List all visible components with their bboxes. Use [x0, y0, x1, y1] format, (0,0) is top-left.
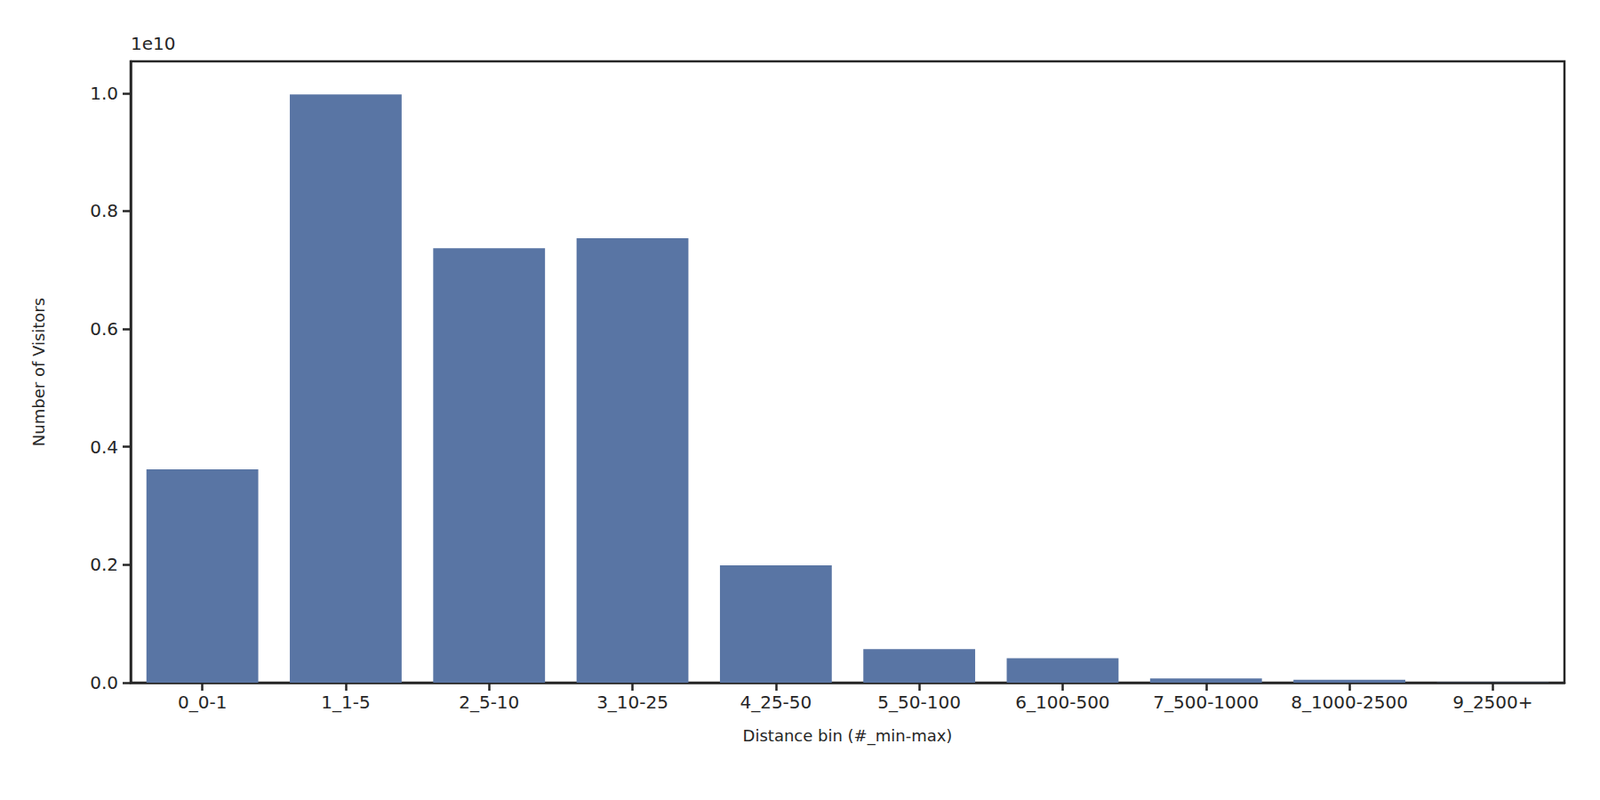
svg-text:0.0: 0.0: [89, 672, 119, 694]
svg-text:0.2: 0.2: [89, 553, 119, 576]
svg-text:1e10: 1e10: [130, 32, 176, 55]
svg-text:6_100-500: 6_100-500: [1015, 691, 1110, 713]
svg-text:8_1000-2500: 8_1000-2500: [1290, 691, 1408, 713]
svg-text:1.0: 1.0: [89, 82, 119, 104]
svg-text:Number of Visitors: Number of Visitors: [29, 297, 48, 447]
svg-text:4_25-50: 4_25-50: [739, 691, 812, 713]
svg-text:9_2500+: 9_2500+: [1452, 691, 1533, 713]
svg-text:0.4: 0.4: [89, 436, 119, 458]
svg-text:7_500-1000: 7_500-1000: [1152, 691, 1259, 713]
svg-text:5_50-100: 5_50-100: [877, 691, 961, 713]
svg-text:0.6: 0.6: [89, 318, 119, 340]
svg-text:2_5-10: 2_5-10: [458, 691, 520, 713]
svg-text:1_1-5: 1_1-5: [320, 691, 370, 713]
svg-text:0_0-1: 0_0-1: [177, 691, 227, 713]
svg-text:0.8: 0.8: [89, 200, 119, 222]
svg-text:3_10-25: 3_10-25: [596, 691, 669, 713]
svg-text:Distance bin (#_min-max): Distance bin (#_min-max): [743, 726, 953, 746]
